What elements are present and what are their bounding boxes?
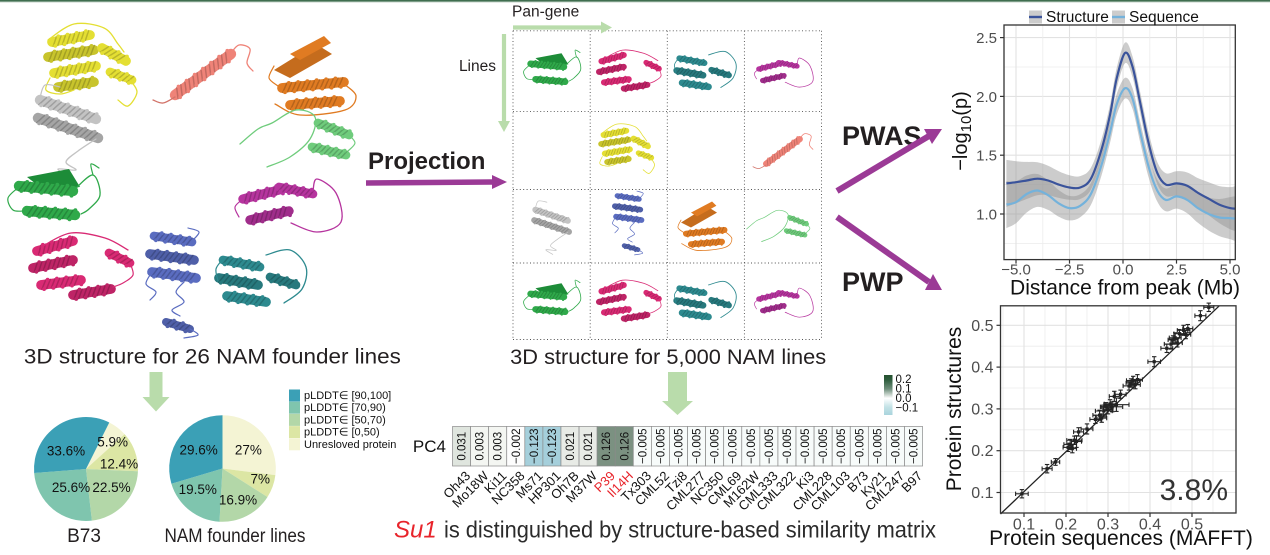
svg-text:0.5: 0.5 <box>971 318 993 335</box>
svg-text:0.126: 0.126 <box>619 432 631 461</box>
svg-text:0.3: 0.3 <box>1097 517 1119 534</box>
svg-text:−0.005: −0.005 <box>655 428 667 464</box>
svg-text:Lines: Lines <box>459 58 496 75</box>
svg-text:−0.005: −0.005 <box>764 428 776 464</box>
svg-text:PC4: PC4 <box>413 437 446 456</box>
svg-text:1.5: 1.5 <box>976 148 997 165</box>
svg-text:0.4: 0.4 <box>1139 517 1161 534</box>
svg-text:0.1: 0.1 <box>1013 517 1035 534</box>
svg-text:2.5: 2.5 <box>976 30 997 47</box>
svg-text:−0.005: −0.005 <box>692 428 704 464</box>
svg-text:0.3: 0.3 <box>971 401 993 418</box>
svg-text:−5.0: −5.0 <box>1001 262 1031 279</box>
svg-text:33.6%: 33.6% <box>47 443 85 458</box>
svg-text:Protein sequences (MAFFT): Protein sequences (MAFFT) <box>989 527 1253 550</box>
svg-text:Projection: Projection <box>368 148 485 175</box>
svg-text:5.0: 5.0 <box>1220 262 1241 279</box>
svg-text:0.021: 0.021 <box>565 432 577 461</box>
svg-text:−0.005: −0.005 <box>800 428 812 464</box>
svg-text:is distinguished by structure-: is distinguished by structure-based simi… <box>444 517 936 543</box>
svg-text:−0.005: −0.005 <box>674 428 686 464</box>
svg-text:2.0: 2.0 <box>976 89 997 106</box>
svg-text:22.5%: 22.5% <box>92 480 130 495</box>
svg-text:0.2: 0.2 <box>971 443 993 460</box>
svg-text:0.2: 0.2 <box>1055 517 1077 534</box>
svg-text:B73: B73 <box>67 526 101 547</box>
svg-text:NAM founder lines: NAM founder lines <box>165 526 306 547</box>
svg-text:−0.005: −0.005 <box>891 428 903 464</box>
svg-text:−0.002: −0.002 <box>511 428 523 464</box>
svg-text:−0.005: −0.005 <box>872 428 884 464</box>
svg-text:0.031: 0.031 <box>457 432 469 461</box>
svg-text:−0.1: −0.1 <box>896 403 919 415</box>
svg-text:7%: 7% <box>251 472 271 487</box>
svg-text:0.126: 0.126 <box>601 432 613 461</box>
svg-text:Sequence: Sequence <box>1129 9 1199 26</box>
svg-text:−0.123: −0.123 <box>529 428 541 464</box>
svg-text:0.2: 0.2 <box>896 374 912 386</box>
svg-text:Su1: Su1 <box>394 517 437 544</box>
svg-text:−0.005: −0.005 <box>782 428 794 464</box>
svg-text:pLDDT∈ [50,70): pLDDT∈ [50,70) <box>304 414 386 426</box>
svg-text:−0.005: −0.005 <box>710 428 722 464</box>
svg-text:3.8%: 3.8% <box>1160 474 1228 507</box>
svg-text:Unresloved protein: Unresloved protein <box>304 439 396 451</box>
svg-text:−2.5: −2.5 <box>1055 262 1085 279</box>
svg-text:1.0: 1.0 <box>976 207 997 224</box>
svg-text:16.9%: 16.9% <box>219 492 257 507</box>
svg-text:Pan-gene: Pan-gene <box>512 4 579 21</box>
svg-text:−0.005: −0.005 <box>854 428 866 464</box>
svg-text:0.003: 0.003 <box>493 432 505 461</box>
svg-text:−0.005: −0.005 <box>909 428 921 464</box>
svg-text:−0.005: −0.005 <box>836 428 848 464</box>
svg-text:−0.005: −0.005 <box>637 428 649 464</box>
svg-text:2.5: 2.5 <box>1166 262 1187 279</box>
svg-text:−0.005: −0.005 <box>728 428 740 464</box>
svg-text:Protein structures: Protein structures <box>943 327 966 492</box>
svg-text:0.1: 0.1 <box>896 384 912 396</box>
svg-text:pLDDT∈ [0,50): pLDDT∈ [0,50) <box>304 427 380 439</box>
svg-text:pLDDT∈ [90,100]: pLDDT∈ [90,100] <box>304 390 391 402</box>
svg-text:Distance from peak (Mb): Distance from peak (Mb) <box>1010 277 1240 300</box>
svg-text:0.5: 0.5 <box>1181 517 1203 534</box>
svg-text:27%: 27% <box>235 443 262 458</box>
svg-text:3D structure for 26 NAM founde: 3D structure for 26 NAM founder lines <box>24 346 401 369</box>
svg-text:Structure: Structure <box>1046 9 1109 26</box>
svg-text:0.021: 0.021 <box>583 432 595 461</box>
svg-text:0.4: 0.4 <box>971 360 993 377</box>
svg-text:PWP: PWP <box>842 267 904 297</box>
svg-text:0.0: 0.0 <box>1113 262 1134 279</box>
svg-text:19.5%: 19.5% <box>179 482 217 497</box>
svg-text:−0.005: −0.005 <box>818 428 830 464</box>
svg-text:pLDDT∈ [70,90): pLDDT∈ [70,90) <box>304 402 386 414</box>
svg-text:25.6%: 25.6% <box>52 480 90 495</box>
svg-text:12.4%: 12.4% <box>100 457 138 472</box>
svg-text:5.9%: 5.9% <box>97 435 128 450</box>
svg-text:0.1: 0.1 <box>971 485 993 502</box>
svg-text:3D structure for 5,000 NAM lin: 3D structure for 5,000 NAM lines <box>510 346 826 369</box>
svg-text:0.003: 0.003 <box>475 432 487 461</box>
svg-text:0.0: 0.0 <box>896 393 912 405</box>
svg-text:−0.005: −0.005 <box>746 428 758 464</box>
svg-text:29.6%: 29.6% <box>179 442 217 457</box>
svg-text:−0.123: −0.123 <box>547 428 559 464</box>
